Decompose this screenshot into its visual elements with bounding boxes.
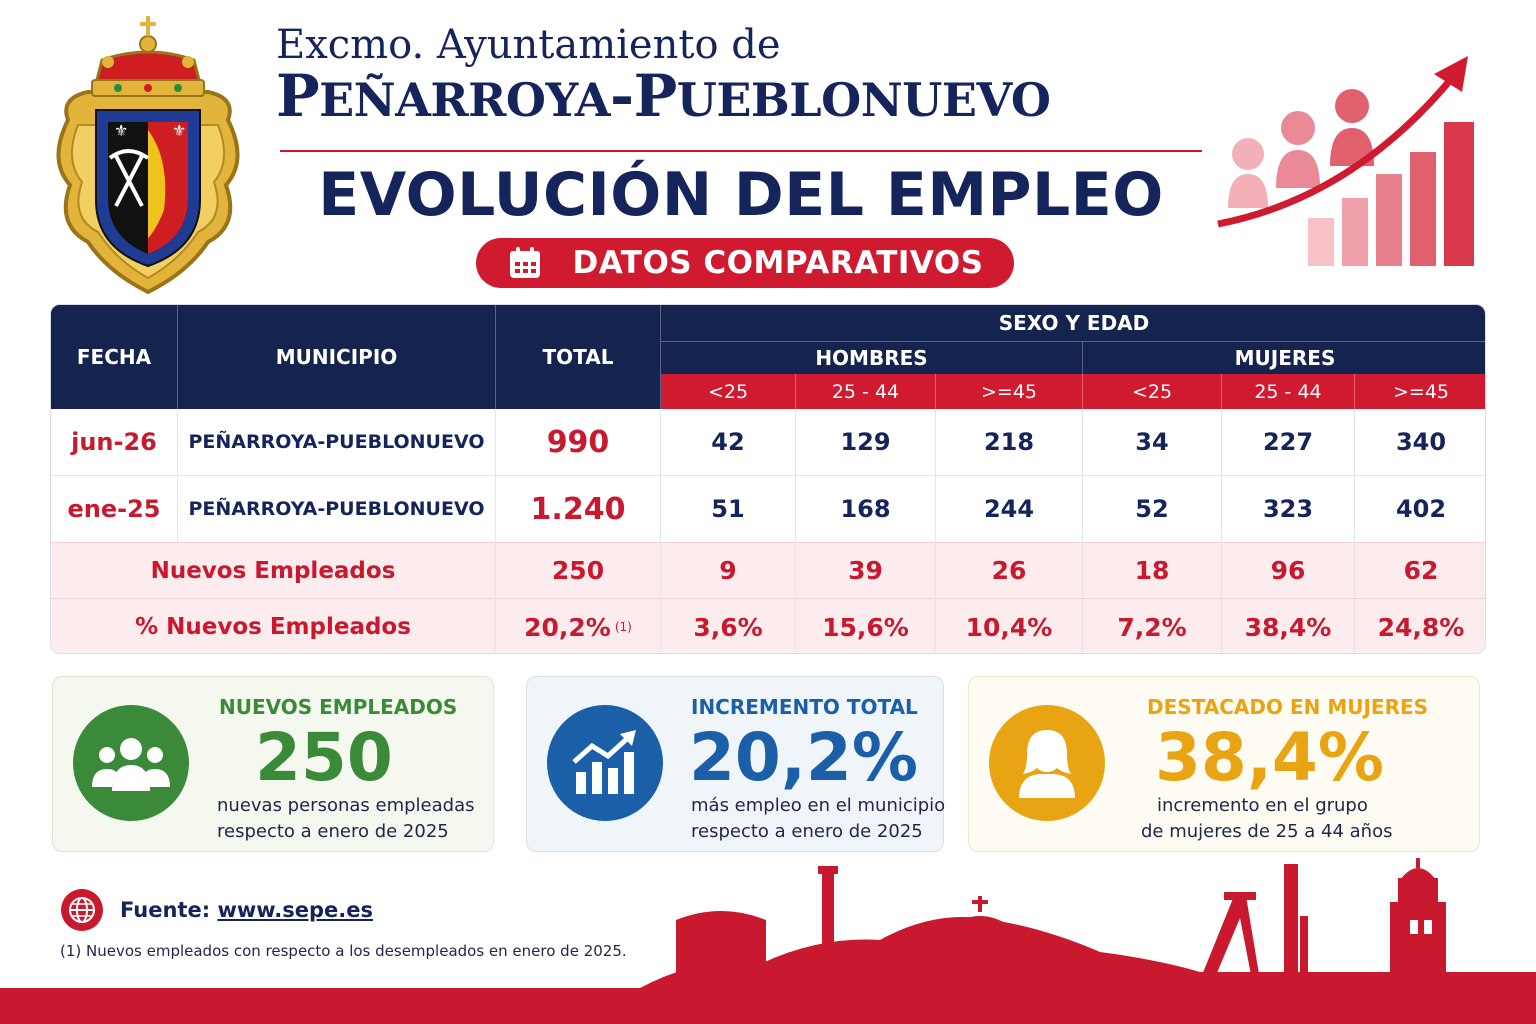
col-header-sexo-edad: SEXO Y EDAD (661, 305, 1485, 341)
card3-value: 38,4% (1155, 719, 1384, 796)
age-header-m-25-44: 25 - 44 (1222, 374, 1354, 409)
group-icon (92, 738, 170, 791)
row1-h-under25: 42 (711, 428, 745, 456)
card-incremento-total: INCREMENTO TOTAL 20,2% más empleo en el … (526, 676, 946, 852)
page-title: EVOLUCIÓN DEL EMPLEO (318, 160, 1164, 230)
porcentaje-m-under25: 7,2% (1117, 612, 1187, 642)
card3-desc-line1: incremento en el grupo (1157, 795, 1368, 816)
nuevos-h-over45: 26 (991, 556, 1027, 585)
row2-m-under25: 52 (1135, 495, 1169, 523)
card1-value: 250 (255, 719, 393, 796)
globe-icon (61, 889, 103, 931)
employment-growth-icon (1217, 56, 1474, 266)
town-skyline-silhouette (0, 858, 1536, 1024)
card1-desc-line1: nuevas personas empleadas (217, 795, 475, 816)
nuevos-label: Nuevos Empleados (150, 557, 396, 584)
card-nuevos-empleados: NUEVOS EMPLEADOS 250 nuevas personas emp… (52, 676, 494, 852)
row2-m-25-44: 323 (1262, 495, 1314, 523)
row1-municipio: PEÑARROYA-PUEBLONUEVO (188, 431, 485, 453)
nuevos-m-under25: 18 (1134, 556, 1170, 585)
row2-municipio: PEÑARROYA-PUEBLONUEVO (188, 498, 485, 520)
card3-icon-circle (989, 705, 1105, 821)
woman-icon (1019, 730, 1075, 798)
porcentaje-h-under25: 3,6% (693, 612, 763, 642)
card1-desc-line2: respecto a enero de 2025 (217, 821, 449, 842)
porcentaje-total: 20,2% (1) (524, 612, 632, 642)
card2-desc-line1: más empleo en el municipio (691, 795, 946, 816)
card2-value: 20,2% (689, 719, 918, 796)
row1-h-25-44: 129 (840, 428, 891, 456)
comparative-data-label: DATOS COMPARATIVOS (572, 245, 984, 281)
card3-desc-line2: de mujeres de 25 a 44 años (1141, 821, 1393, 842)
header-institution: Excmo. Ayuntamiento de (276, 22, 781, 68)
source-line: Fuente: www.sepe.es (120, 898, 373, 922)
source-link[interactable]: www.sepe.es (217, 898, 374, 922)
card1-title: NUEVOS EMPLEADOS (219, 695, 458, 719)
employment-comparison-table: FECHA MUNICIPIO TOTAL SEXO Y EDAD HOMBRE… (50, 304, 1486, 654)
card2-icon-circle (547, 705, 663, 821)
age-header-h-25-44: 25 - 44 (796, 374, 935, 409)
svg-text:⚜: ⚜ (172, 121, 186, 140)
age-header-h-over45: >=45 (936, 374, 1082, 409)
nuevos-total: 250 (551, 556, 605, 585)
source-label: Fuente: (120, 898, 211, 922)
card2-desc-line2: respecto a enero de 2025 (691, 821, 923, 842)
footnote: (1) Nuevos empleados con respecto a los … (60, 942, 627, 960)
porcentaje-label: % Nuevos Empleados (135, 614, 411, 640)
col-header-fecha: FECHA (51, 305, 177, 409)
nuevos-h-25-44: 39 (848, 556, 883, 585)
row2-fecha: ene-25 (67, 495, 161, 523)
row2-h-25-44: 168 (840, 495, 891, 523)
row1-m-25-44: 227 (1262, 428, 1314, 456)
col-header-total: TOTAL (496, 305, 660, 409)
porcentaje-m-25-44: 38,4% (1244, 612, 1332, 642)
row1-m-over45: 340 (1395, 428, 1447, 456)
card2-title: INCREMENTO TOTAL (691, 695, 918, 719)
nuevos-m-over45: 62 (1403, 556, 1439, 585)
row2-total: 1.240 (530, 491, 626, 527)
header-divider (280, 150, 1202, 152)
col-header-hombres: HOMBRES (661, 341, 1082, 374)
row2-h-under25: 51 (711, 495, 745, 523)
row2-m-over45: 402 (1395, 495, 1447, 523)
porcentaje-m-over45: 24,8% (1377, 612, 1465, 642)
age-header-h-under25: <25 (661, 374, 795, 409)
nuevos-h-under25: 9 (719, 556, 737, 585)
col-header-municipio: MUNICIPIO (178, 305, 495, 409)
row2-h-over45: 244 (983, 495, 1035, 523)
card3-title: DESTACADO EN MUJERES (1147, 695, 1429, 719)
porcentaje-h-25-44: 15,6% (822, 612, 909, 642)
comparative-data-badge: DATOS COMPARATIVOS (476, 238, 1014, 288)
col-header-mujeres: MUJERES (1083, 341, 1485, 374)
nuevos-m-25-44: 96 (1270, 556, 1306, 585)
age-header-m-over45: >=45 (1355, 374, 1485, 409)
porcentaje-h-over45: 10,4% (965, 612, 1053, 642)
row1-total: 990 (546, 424, 610, 460)
footnote-mark: (1) (614, 620, 632, 634)
row1-h-over45: 218 (983, 428, 1035, 456)
nuevos-row-background (51, 542, 1485, 653)
card1-icon-circle (73, 705, 189, 821)
age-header-m-under25: <25 (1083, 374, 1221, 409)
trend-chart-icon (572, 730, 636, 794)
calendar-icon (510, 247, 541, 278)
municipal-coat-of-arms: ⚜ ⚜ (56, 16, 240, 295)
header-municipality: PEÑARROYA-PUEBLONUEVO (276, 62, 1051, 130)
row1-m-under25: 34 (1135, 428, 1169, 456)
svg-text:⚜: ⚜ (114, 121, 128, 140)
card-destacado-mujeres: DESTACADO EN MUJERES 38,4% incremento en… (968, 676, 1480, 852)
row1-fecha: jun-26 (71, 428, 157, 456)
